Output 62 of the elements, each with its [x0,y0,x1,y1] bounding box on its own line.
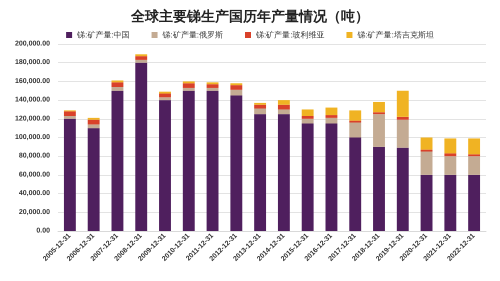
bar [88,120,100,124]
bar [182,83,195,88]
bar [254,108,266,114]
bar [396,90,409,117]
bar [159,97,171,100]
bar [88,124,100,128]
bar [230,95,242,231]
bar [135,62,148,231]
legend-label: 锑:矿产量:塔吉克斯坦 [356,30,434,40]
bar [206,90,218,231]
bar [302,123,314,231]
bar [468,156,480,175]
bar [302,109,314,116]
bar [112,82,124,88]
bar [112,87,124,91]
bar [206,88,218,91]
bar [254,104,266,109]
bar [326,115,338,118]
bar [444,174,456,231]
bar [326,108,338,116]
bar [254,114,266,231]
bar [396,148,409,231]
bar [278,109,290,114]
bar [182,88,195,91]
bar [420,138,432,150]
bar [230,90,242,96]
bar [64,116,76,119]
bar [468,174,480,231]
bar [444,156,456,175]
bar [159,94,171,98]
bar [159,100,171,231]
bar [396,120,409,148]
bar [468,138,480,154]
bar [64,118,76,231]
bar [349,110,362,121]
chart-title: 全球主要锑生产国历年产量情况（吨） [130,8,369,24]
bar [420,152,432,175]
bar [444,153,456,156]
bar [420,174,432,231]
bar [278,104,290,110]
bar [112,90,124,231]
bar [64,111,76,116]
bar [278,114,290,231]
bar [326,123,338,231]
bar [373,102,385,112]
bar [302,118,314,124]
bar [230,85,242,90]
bar [349,138,362,231]
legend-label: 锑:矿产量:俄罗斯 [162,30,224,40]
bar [206,84,218,88]
bar [88,128,100,231]
bar [182,90,195,231]
legend-label: 锑:矿产量:玻利维亚 [255,30,324,40]
legend-label: 锑:矿产量:中国 [76,30,130,40]
bar [135,56,148,60]
bar [444,138,456,154]
bar [373,146,385,231]
bar [326,118,338,124]
bar [349,122,362,138]
bar [373,114,385,147]
bar [278,100,290,105]
bar [302,116,314,119]
